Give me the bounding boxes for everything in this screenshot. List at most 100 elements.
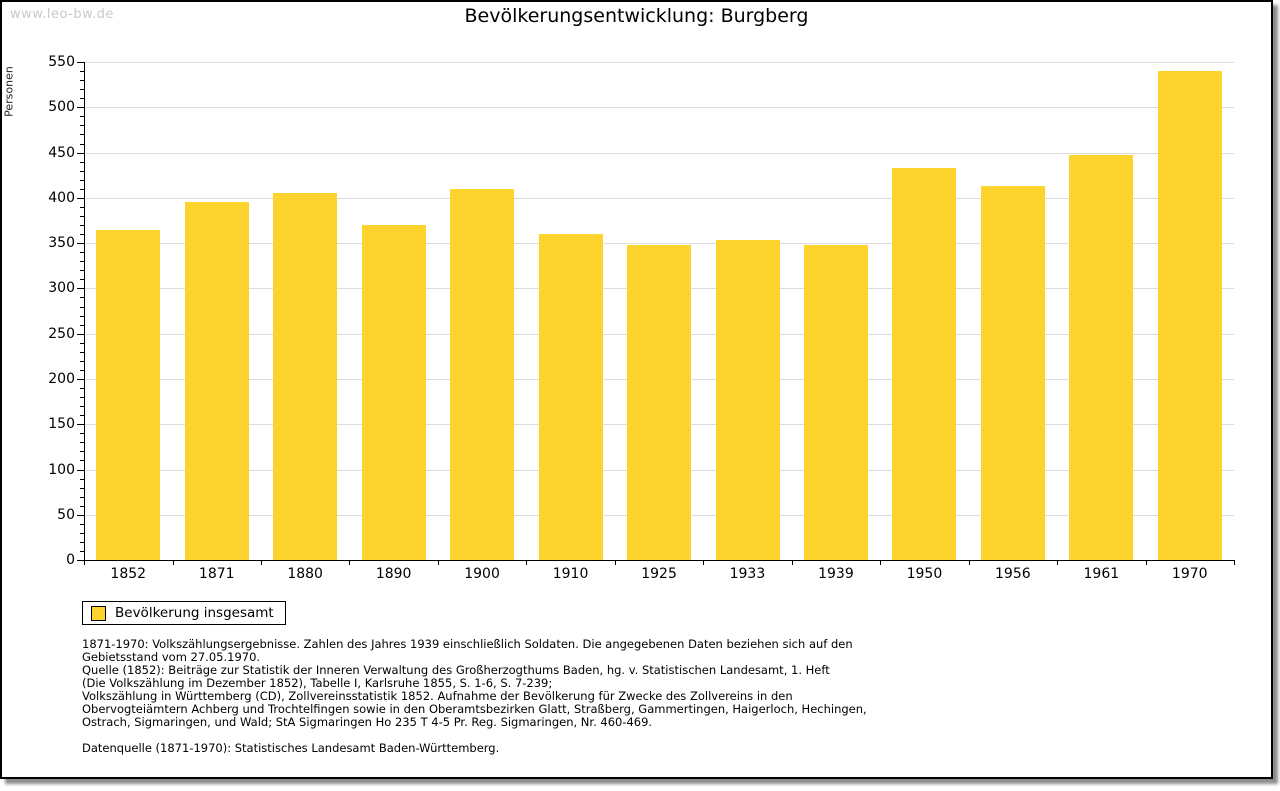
y-tick [77,288,84,290]
bar-1970 [1157,71,1222,560]
y-minor-tick [80,415,84,417]
y-minor-tick [80,234,84,235]
y-tick-label: 0 [66,552,75,568]
x-tick [1145,561,1147,565]
y-tick-label: 200 [48,370,75,387]
x-tick-label: 1961 [1083,566,1120,582]
bar-1925 [627,244,691,560]
bar-1910 [538,234,603,560]
y-minor-tick [80,369,84,371]
y-minor-tick [80,188,84,190]
x-tick-label: 1880 [287,566,323,582]
x-tick [703,561,705,565]
y-minor-tick [80,297,84,299]
y-minor-tick [80,225,84,226]
y-minor-tick [80,324,84,326]
y-minor-tick [80,442,84,444]
y-minor-tick [80,451,84,453]
x-tick [84,561,85,565]
y-minor-tick [80,252,84,254]
x-axis-line [84,560,1235,561]
x-tick-label: 1900 [464,566,500,582]
x-tick-label: 1925 [641,566,677,582]
x-tick-label: 1910 [552,566,589,582]
y-minor-tick [80,80,84,82]
legend: Bevölkerung insgesamt [82,601,286,625]
y-minor-tick [80,270,84,272]
y-tick [77,152,84,154]
y-tick [77,424,84,426]
y-tick-label: 300 [48,280,75,297]
y-minor-tick [80,170,84,172]
y-tick-label: 250 [48,325,75,342]
y-tick-label: 450 [48,144,75,161]
x-tick-label: 1852 [110,566,147,582]
y-minor-tick [80,116,84,118]
x-tick [437,561,439,565]
y-minor-tick [80,161,84,163]
x-tick [1234,561,1235,565]
y-minor-tick [80,505,84,507]
x-tick [172,561,174,565]
bar-1939 [803,244,868,560]
y-tick-label: 150 [48,416,75,433]
x-tick-label: 1871 [198,566,235,582]
footer-line: Gebietsstand vom 27.05.1970. [82,650,261,664]
x-tick [880,561,882,565]
legend-label: Bevölkerung insgesamt [115,605,274,621]
y-minor-tick [80,541,84,543]
y-tick-label: 100 [48,461,75,478]
y-tick [77,469,84,471]
legend-swatch-icon [91,605,106,621]
footer-line: Quelle (1852): Beiträge zur Statistik de… [82,663,830,677]
y-minor-tick [80,460,84,462]
y-minor-tick [80,125,84,127]
y-tick [77,107,84,109]
bar-1880 [273,193,338,560]
y-minor-tick [80,406,84,408]
y-minor-tick [80,388,84,389]
gridline [84,243,1234,245]
y-tick-label: 350 [48,235,75,252]
y-minor-tick [80,143,84,145]
bar-1900 [450,188,515,560]
y-axis-title: Personen [2,66,16,117]
footer-notes: 1871-1970: Volkszählungsergebnisse. Zahl… [82,638,1212,755]
footer-line: 1871-1970: Volkszählungsergebnisse. Zahl… [82,637,853,651]
x-tick-label: 1933 [729,566,766,582]
x-tick [614,561,616,565]
x-tick [968,561,970,565]
footer-line: (Die Volkszählung im Dezember 1852), Tab… [82,676,553,690]
y-axis-line [84,62,85,560]
y-tick [77,197,84,199]
y-minor-tick [80,306,84,308]
bar-1961 [1069,155,1134,560]
y-tick [77,333,84,335]
y-minor-tick [80,89,84,91]
footer-line: Volkszählung in Württemberg (CD), Zollve… [82,689,793,703]
y-tick-label: 550 [48,54,75,70]
gridline [84,107,1234,109]
page-card: www.leo-bw.de Bevölkerungsentwicklung: B… [0,0,1273,779]
gridline [84,197,1234,199]
footer-line: Obervogteiämtern Achberg und Trochtelfin… [82,702,867,716]
y-tick [77,378,84,380]
chart-title: Bevölkerungsentwicklung: Burgberg [464,5,809,27]
y-minor-tick [80,179,84,181]
y-tick-label: 500 [48,99,75,116]
y-minor-tick [80,550,84,552]
y-minor-tick [80,496,84,498]
y-tick [77,243,84,245]
y-minor-tick [80,206,84,208]
x-tick-label: 1939 [818,566,854,582]
gridline [84,152,1234,154]
x-tick [791,561,793,565]
x-tick [526,561,528,565]
x-tick-label: 1890 [375,566,412,582]
bar-1852 [96,229,161,560]
y-minor-tick [80,523,84,525]
y-minor-tick [80,360,84,362]
footer-datasource: Datenquelle (1871-1970): Statistisches L… [82,741,500,755]
y-tick [77,62,84,63]
x-tick-label: 1950 [906,566,943,582]
